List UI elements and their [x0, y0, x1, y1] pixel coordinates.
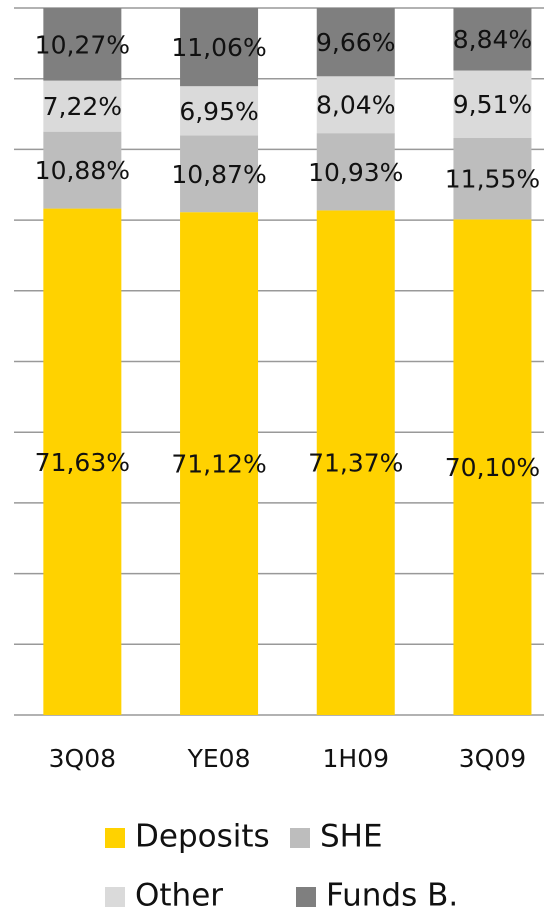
bar-segment: [316, 210, 395, 715]
legend-swatch: [290, 828, 310, 848]
value-label: 10,27%: [35, 30, 130, 59]
legend-label: Funds B.: [326, 878, 458, 914]
bar-segment: [316, 133, 395, 211]
value-label: 6,95%: [179, 97, 258, 126]
value-label: 10,88%: [35, 156, 130, 185]
bar-segment: [453, 137, 532, 220]
bar-segment: [453, 70, 532, 138]
bar-segment: [180, 135, 259, 213]
value-label: 10,87%: [171, 160, 266, 189]
bar-segment: [180, 86, 259, 136]
bar-segment: [453, 8, 532, 71]
x-tick-label: 1H09: [322, 744, 389, 773]
bar-segment: [43, 208, 122, 715]
value-label: 71,63%: [35, 448, 130, 477]
bar-segment: [43, 8, 122, 81]
bar-segment: [43, 131, 122, 209]
x-tick-label: 3Q08: [49, 744, 116, 773]
bar-segment: [43, 80, 122, 132]
bar-segment: [316, 76, 395, 134]
value-label: 9,51%: [453, 90, 532, 119]
bar-segment: [316, 8, 395, 77]
legend-label: Other: [135, 878, 223, 914]
value-label: 8,84%: [453, 25, 532, 54]
bar-segment: [180, 212, 259, 716]
value-label: 9,66%: [316, 28, 395, 57]
value-label: 71,12%: [171, 450, 266, 479]
value-label: 11,55%: [445, 165, 540, 194]
value-label: 7,22%: [43, 92, 122, 121]
value-label: 11,06%: [171, 33, 266, 62]
value-label: 70,10%: [445, 453, 540, 482]
legend-swatch: [105, 828, 125, 848]
legend-swatch: [296, 887, 316, 907]
value-label: 71,37%: [308, 449, 403, 478]
bar-segment: [180, 8, 259, 87]
x-tick-label: 3Q09: [459, 744, 526, 773]
legend-label: Deposits: [135, 819, 270, 855]
x-tick-label: YE08: [187, 744, 251, 773]
value-label: 10,93%: [308, 158, 403, 187]
bar-segment: [453, 219, 532, 715]
value-label: 8,04%: [316, 91, 395, 120]
legend-label: SHE: [320, 819, 383, 855]
legend-swatch: [105, 887, 125, 907]
